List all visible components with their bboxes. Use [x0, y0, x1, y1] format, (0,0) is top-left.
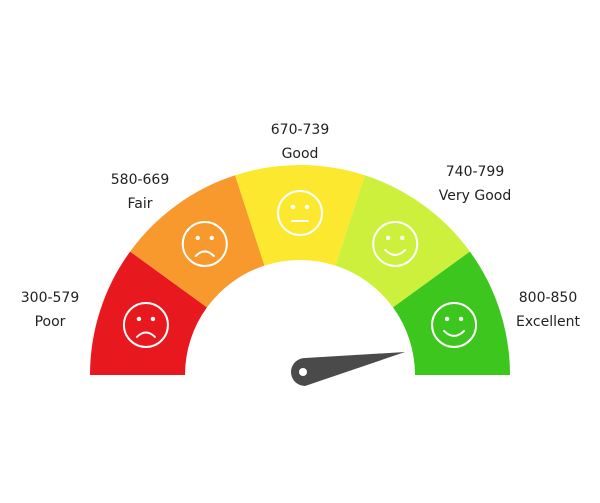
face-eye: [195, 235, 200, 241]
range-label: 670-739: [271, 122, 330, 138]
range-label: 740-799: [446, 164, 505, 180]
range-label: 800-850: [519, 290, 578, 306]
labels: 300-579 Poor 580-669 Fair 670-739 Good 740-799…: [21, 122, 581, 330]
face-outline: [122, 301, 169, 348]
rating-label: Poor: [35, 314, 66, 330]
face-eye: [458, 316, 464, 322]
needle-pivot: [299, 368, 307, 376]
face-icon: [277, 190, 323, 236]
face-icon: [181, 220, 228, 267]
face-outline: [372, 220, 419, 267]
face-eye: [304, 204, 310, 210]
face-eye: [150, 316, 156, 322]
gauge-segment: [130, 175, 265, 308]
rating-label: Good: [282, 146, 319, 162]
range-label: 300-579: [21, 290, 80, 306]
face-icon: [431, 301, 478, 348]
face-eye: [400, 235, 405, 241]
face-eye: [386, 235, 391, 241]
segments: [90, 165, 510, 375]
face-icon: [122, 301, 169, 348]
gauge-segment: [90, 251, 207, 375]
face-eye: [136, 316, 142, 322]
face-mouth: [384, 248, 407, 256]
face-outline: [277, 190, 323, 236]
range-label: 580-669: [111, 172, 170, 188]
needle-pointer: [291, 352, 405, 386]
face-eye: [444, 316, 450, 322]
needle: [291, 352, 405, 386]
gauge-segment: [335, 175, 470, 308]
face-mouth: [194, 250, 215, 257]
gauge-segment: [393, 251, 510, 375]
rating-label: Fair: [128, 196, 153, 212]
gauge-segment: [235, 165, 365, 266]
face-mouth: [135, 331, 156, 338]
face-outline: [181, 220, 228, 267]
rating-label: Excellent: [516, 314, 580, 330]
face-eye: [209, 235, 214, 241]
face-mouth: [443, 329, 466, 337]
face-eye: [290, 204, 296, 210]
face-icon: [372, 220, 419, 267]
face-outline: [431, 301, 478, 348]
rating-label: Very Good: [439, 188, 511, 204]
